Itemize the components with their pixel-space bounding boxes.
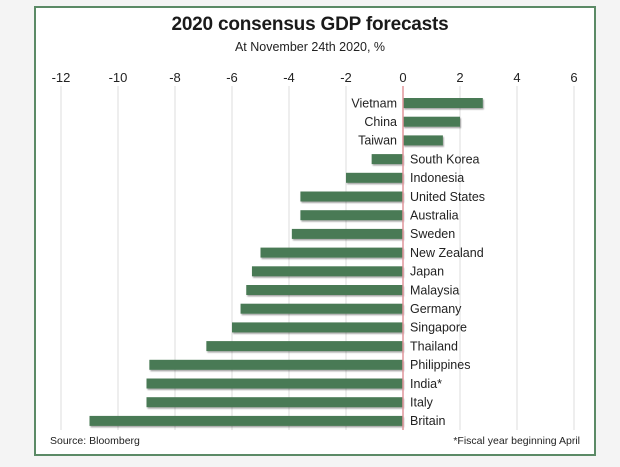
x-tick-label: -4 bbox=[283, 70, 295, 85]
bar-south-korea bbox=[371, 154, 403, 165]
bar-germany bbox=[240, 303, 403, 314]
category-label: Germany bbox=[410, 302, 462, 316]
x-tick-label: -8 bbox=[169, 70, 181, 85]
bar-singapore bbox=[232, 322, 403, 333]
source-note: Source: Bloomberg bbox=[50, 435, 140, 447]
bar-sweden bbox=[291, 228, 403, 239]
bar-india bbox=[146, 378, 403, 389]
category-label: India* bbox=[410, 377, 442, 391]
x-tick-label: 6 bbox=[570, 70, 577, 85]
category-label: Japan bbox=[410, 265, 444, 279]
x-tick-label: -6 bbox=[226, 70, 238, 85]
bar-malaysia bbox=[246, 285, 403, 295]
bar-britain bbox=[89, 415, 403, 426]
bar-taiwan bbox=[403, 135, 443, 146]
category-label: South Korea bbox=[410, 152, 480, 166]
bars bbox=[89, 98, 483, 426]
category-label: Sweden bbox=[410, 227, 455, 241]
x-tick-label: 0 bbox=[399, 70, 406, 85]
bar-united-states bbox=[300, 191, 403, 202]
bar-vietnam bbox=[403, 98, 483, 108]
category-label: China bbox=[364, 115, 397, 129]
category-label: Malaysia bbox=[410, 283, 459, 297]
category-label: Philippines bbox=[410, 358, 470, 372]
category-label: Taiwan bbox=[358, 134, 397, 148]
category-label: Vietnam bbox=[351, 96, 397, 110]
chart-subtitle: At November 24th 2020, % bbox=[234, 40, 386, 54]
category-label: Indonesia bbox=[410, 171, 464, 185]
category-label: Singapore bbox=[410, 321, 467, 335]
bar-japan bbox=[251, 266, 403, 277]
chart-title: 2020 consensus GDP forecasts bbox=[171, 14, 449, 35]
bar-china bbox=[403, 116, 460, 127]
x-tick-label: 4 bbox=[513, 70, 520, 85]
x-tick-label: -10 bbox=[109, 70, 128, 85]
category-label: Britain bbox=[410, 414, 445, 428]
category-label: Thailand bbox=[410, 339, 458, 353]
bar-philippines bbox=[149, 359, 403, 370]
footnote: *Fiscal year beginning April bbox=[453, 435, 580, 447]
bar-thailand bbox=[206, 341, 403, 352]
gridlines bbox=[60, 86, 575, 430]
bar-new-zealand bbox=[260, 247, 403, 258]
x-tick-label: -2 bbox=[340, 70, 352, 85]
category-label: United States bbox=[410, 190, 485, 204]
category-labels: Vietnam China Taiwan South Korea Indonesia Un… bbox=[351, 96, 485, 428]
x-tick-label: -12 bbox=[52, 70, 71, 85]
category-label: Italy bbox=[410, 395, 434, 409]
bar-australia bbox=[300, 210, 403, 221]
x-tick-label: 2 bbox=[456, 70, 463, 85]
x-axis-ticks: -12 -10 -8 -6 -4 -2 0 2 4 6 bbox=[52, 70, 578, 85]
bar-indonesia bbox=[346, 172, 403, 183]
category-label: New Zealand bbox=[410, 246, 484, 260]
category-label: Australia bbox=[410, 208, 459, 222]
bar-italy bbox=[146, 397, 403, 408]
